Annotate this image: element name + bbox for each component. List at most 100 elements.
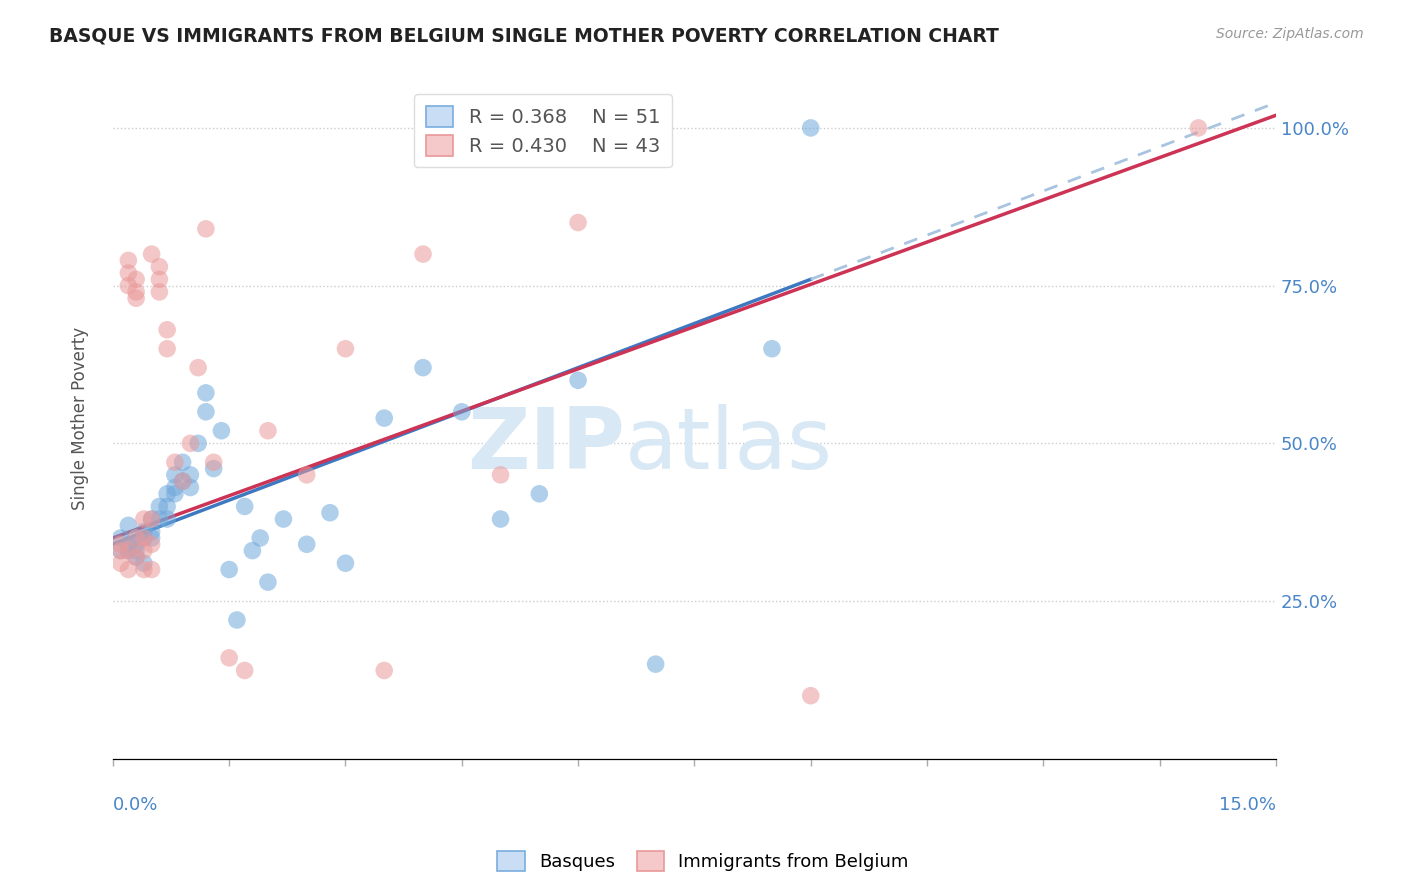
Point [125,549,148,564]
Point [163,487,186,501]
Text: Source: ZipAtlas.com: Source: ZipAtlas.com [1216,27,1364,41]
Point [233,500,256,514]
Point [132,543,155,558]
Point [141,531,163,545]
Point [132,556,155,570]
Point [125,291,148,305]
Point [335,556,357,570]
Point [141,524,163,539]
Point [373,411,395,425]
Y-axis label: Single Mother Poverty: Single Mother Poverty [72,326,89,509]
Point [125,272,148,286]
Point [163,481,186,495]
Point [117,562,139,576]
Point [489,512,512,526]
Point [163,455,186,469]
Point [163,467,186,482]
Point [148,285,170,299]
Legend: R = 0.368    N = 51, R = 0.430    N = 43: R = 0.368 N = 51, R = 0.430 N = 43 [415,94,672,168]
Point [179,436,201,450]
Point [335,342,357,356]
Point [172,474,194,488]
Point [141,512,163,526]
Point [110,543,132,558]
Point [156,323,179,337]
Text: 15.0%: 15.0% [1219,797,1277,814]
Point [117,537,139,551]
Point [567,373,589,387]
Point [194,222,217,236]
Point [194,405,217,419]
Point [529,487,551,501]
Text: ZIP: ZIP [467,404,624,487]
Point [187,360,209,375]
Point [148,512,170,526]
Point [218,650,240,665]
Point [800,689,823,703]
Point [172,455,194,469]
Point [132,531,155,545]
Point [125,531,148,545]
Point [242,543,264,558]
Point [110,531,132,545]
Point [172,474,194,488]
Point [295,467,318,482]
Point [1187,120,1209,135]
Point [412,247,434,261]
Point [125,549,148,564]
Point [761,342,783,356]
Point [644,657,666,672]
Point [110,543,132,558]
Point [209,424,232,438]
Point [187,436,209,450]
Point [117,518,139,533]
Point [450,405,472,419]
Point [295,537,318,551]
Point [156,342,179,356]
Text: BASQUE VS IMMIGRANTS FROM BELGIUM SINGLE MOTHER POVERTY CORRELATION CHART: BASQUE VS IMMIGRANTS FROM BELGIUM SINGLE… [49,27,1000,45]
Point [148,260,170,274]
Legend: Basques, Immigrants from Belgium: Basques, Immigrants from Belgium [491,844,915,879]
Point [156,500,179,514]
Point [319,506,342,520]
Point [567,215,589,229]
Point [141,537,163,551]
Point [141,512,163,526]
Point [489,467,512,482]
Point [257,575,280,590]
Point [202,455,225,469]
Point [800,120,823,135]
Point [141,562,163,576]
Point [132,524,155,539]
Point [110,537,132,551]
Point [117,253,139,268]
Point [132,531,155,545]
Point [273,512,295,526]
Point [226,613,249,627]
Point [110,556,132,570]
Point [194,385,217,400]
Point [125,285,148,299]
Point [125,543,148,558]
Point [132,512,155,526]
Point [141,247,163,261]
Point [156,512,179,526]
Point [218,562,240,576]
Point [179,481,201,495]
Point [148,272,170,286]
Point [117,543,139,558]
Point [257,424,280,438]
Point [202,461,225,475]
Point [373,664,395,678]
Point [125,531,148,545]
Text: 0.0%: 0.0% [112,797,159,814]
Point [117,278,139,293]
Point [132,562,155,576]
Point [117,543,139,558]
Point [148,500,170,514]
Point [249,531,271,545]
Point [117,266,139,280]
Point [179,467,201,482]
Text: atlas: atlas [624,404,832,487]
Point [156,487,179,501]
